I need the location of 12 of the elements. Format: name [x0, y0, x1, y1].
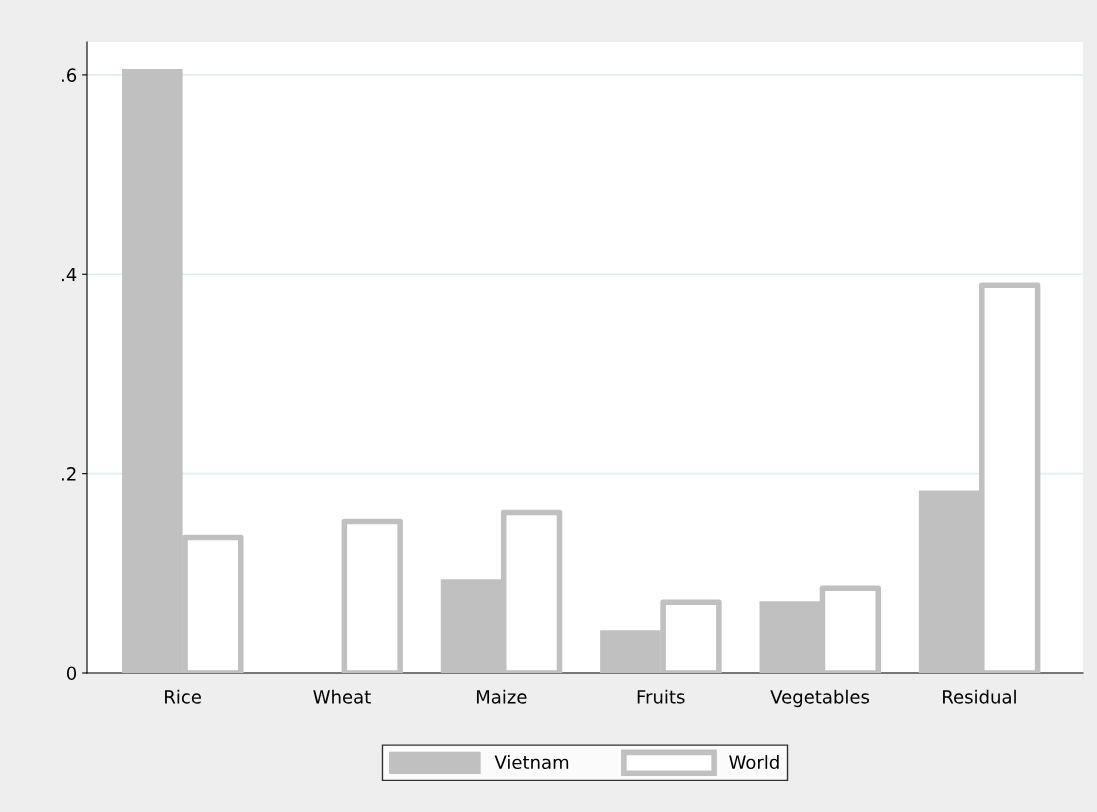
y-tick-label: .2 — [61, 467, 76, 481]
x-tick-label: Rice — [165, 689, 201, 704]
legend-label: World — [729, 755, 779, 770]
x-tick-label: Maize — [476, 689, 527, 704]
y-tick-label: .4 — [61, 267, 77, 282]
x-tick-label: Residual — [943, 689, 1016, 704]
legend-label: Vietnam — [494, 755, 569, 770]
x-tick-label: Vegetables — [770, 689, 870, 708]
x-tick-label: Fruits — [637, 689, 685, 704]
y-tick-label: 0 — [66, 666, 77, 681]
y-tick-label: .6 — [61, 68, 77, 83]
x-tick-label: Wheat — [313, 689, 371, 704]
